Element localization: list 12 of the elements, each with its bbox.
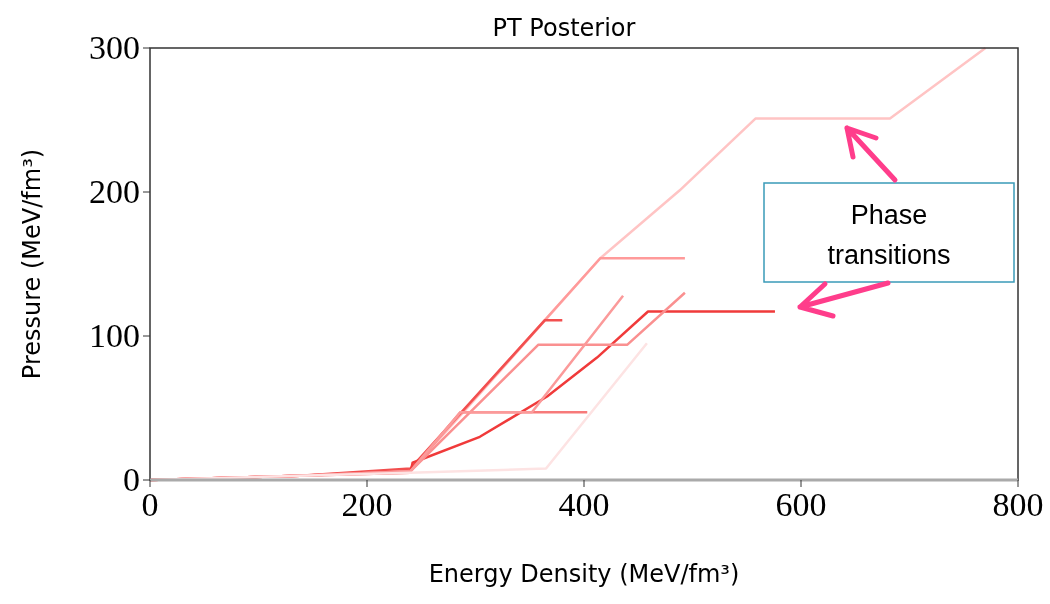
y-tick-label: 200	[89, 173, 140, 210]
y-tick-label: 300	[89, 29, 140, 66]
x-tick-label: 600	[775, 486, 827, 523]
y-tick-label: 100	[89, 317, 140, 354]
annotation: Phase transitions	[827, 200, 951, 270]
x-tick-label: 400	[558, 486, 610, 523]
x-tick-label: 800	[992, 486, 1044, 523]
y-axis-title: Pressure (MeV/fm³)	[18, 148, 46, 380]
x-tick-label: 200	[341, 486, 393, 523]
x-axis-title: Energy Density (MeV/fm³)	[428, 560, 740, 588]
y-tick-label: 0	[123, 461, 140, 498]
chart-title: PT Posterior	[492, 14, 636, 42]
